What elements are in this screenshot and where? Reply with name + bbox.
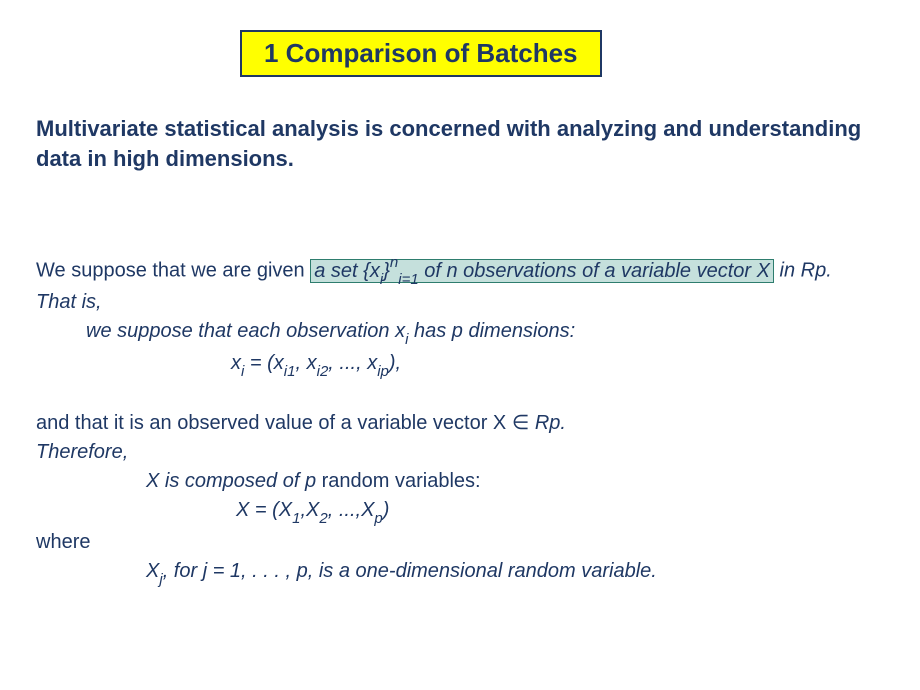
- l5b: Rp.: [529, 412, 566, 434]
- l4a: x: [231, 352, 241, 374]
- hl-sup: n: [390, 254, 398, 271]
- line1-pre: We suppose that we are given: [36, 260, 310, 282]
- l8c: , ...,X: [328, 499, 375, 521]
- element-of-icon: ∈: [512, 412, 529, 434]
- l4s1: i: [241, 363, 244, 380]
- hl-b: }: [383, 260, 390, 282]
- slide-title: 1 Comparison of Batches: [240, 30, 602, 77]
- l3a: we suppose that each observation x: [86, 320, 405, 342]
- body-line-5: and that it is an observed value of a va…: [36, 409, 884, 438]
- l8d: ): [383, 499, 390, 521]
- l10a: X: [146, 560, 159, 582]
- hl-sub1: i: [380, 271, 383, 288]
- hl-c: of n observations of a variable vector X: [419, 260, 770, 282]
- spacer: [36, 381, 884, 409]
- l4s3: i2: [317, 363, 329, 380]
- body-line-10: Xj, for j = 1, . . . , p, is a one-dimen…: [36, 557, 884, 589]
- l10sub: j: [159, 571, 162, 588]
- l8s2: 2: [319, 510, 327, 527]
- hl-sub2: i=1: [398, 271, 418, 288]
- highlight-box: a set {xi}ni=1 of n observations of a va…: [310, 259, 774, 283]
- l8s1: 1: [292, 510, 300, 527]
- body-line-2: That is,: [36, 288, 884, 317]
- body-line-1: We suppose that we are given a set {xi}n…: [36, 254, 884, 288]
- body-line-7: X is composed of p random variables:: [36, 467, 884, 496]
- l7a: X is composed of p: [146, 470, 316, 492]
- l4d: , ..., x: [328, 352, 377, 374]
- l7b: random variables:: [316, 470, 481, 492]
- body-line-6: Therefore,: [36, 438, 884, 467]
- line1-post: in Rp.: [774, 260, 832, 282]
- l4s4: ip: [377, 363, 389, 380]
- l10b: , for j = 1, . . . , p, is a one-dimensi…: [163, 560, 657, 582]
- l3b: has p dimensions:: [408, 320, 575, 342]
- l5a: and that it is an observed value of a va…: [36, 412, 512, 434]
- body-line-9: where: [36, 528, 884, 557]
- body-line-3: we suppose that each observation xi has …: [36, 317, 884, 349]
- l8s3: p: [374, 510, 382, 527]
- l8a: X = (X: [236, 499, 292, 521]
- l3sub: i: [405, 331, 408, 348]
- body-line-8: X = (X1,X2, ...,Xp): [36, 496, 884, 528]
- l4c: , x: [295, 352, 316, 374]
- l4e: ),: [389, 352, 401, 374]
- l4b: = (x: [244, 352, 283, 374]
- body-content: We suppose that we are given a set {xi}n…: [36, 254, 884, 588]
- intro-paragraph: Multivariate statistical analysis is con…: [36, 114, 884, 173]
- l8b: ,X: [300, 499, 319, 521]
- l4s2: i1: [284, 363, 296, 380]
- hl-a: a set {x: [314, 260, 380, 282]
- body-line-4: xi = (xi1, xi2, ..., xip),: [36, 349, 884, 381]
